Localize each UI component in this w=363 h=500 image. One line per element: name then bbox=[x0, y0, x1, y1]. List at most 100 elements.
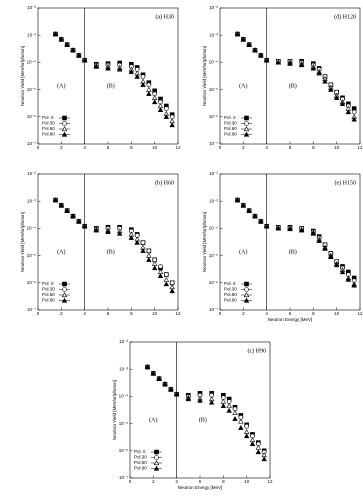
y-tick-label: 10⁻³ bbox=[209, 198, 218, 203]
legend-label: Pol. 0 bbox=[224, 115, 236, 120]
marker bbox=[339, 269, 346, 275]
y-tick-label: 10⁻⁶ bbox=[27, 114, 36, 119]
y-tick-label: 10⁻⁵ bbox=[119, 421, 128, 426]
y-tick-label: 10⁻⁶ bbox=[27, 280, 36, 285]
x-tick-label: 2 bbox=[242, 145, 245, 150]
x-tick-label: 6 bbox=[107, 311, 110, 316]
x-tick-label: 6 bbox=[289, 145, 292, 150]
marker bbox=[243, 131, 250, 137]
y-tick-label: 10⁻² bbox=[27, 171, 36, 176]
marker bbox=[140, 81, 146, 87]
y-tick-label: 10⁻⁵ bbox=[209, 253, 218, 258]
y-tick-label: 10⁻⁷ bbox=[119, 475, 128, 480]
marker bbox=[246, 41, 252, 47]
y-tick-label: 10⁻⁵ bbox=[27, 253, 36, 258]
marker bbox=[263, 57, 270, 63]
y-tick-label: 10⁻³ bbox=[209, 32, 218, 37]
y-tick-label: 10⁻⁷ bbox=[27, 141, 36, 146]
y-tick-label: 10⁻⁵ bbox=[27, 87, 36, 92]
marker bbox=[232, 415, 238, 421]
legend-label: Pol.30 bbox=[42, 287, 55, 292]
marker bbox=[116, 66, 123, 72]
y-tick-label: 10⁻⁵ bbox=[209, 87, 218, 92]
marker bbox=[258, 218, 264, 224]
x-tick-label: 12 bbox=[357, 311, 363, 316]
x-tick-label: 12 bbox=[175, 145, 181, 150]
marker bbox=[339, 100, 346, 106]
y-axis-label: Neutron Yield [MeV/sr/photon] bbox=[112, 380, 117, 440]
marker bbox=[128, 69, 135, 74]
y-tick-label: 10⁻⁴ bbox=[119, 394, 128, 399]
marker bbox=[105, 65, 111, 71]
marker bbox=[322, 78, 328, 84]
marker bbox=[351, 282, 357, 288]
marker bbox=[93, 227, 100, 233]
marker bbox=[243, 428, 250, 434]
marker bbox=[70, 213, 76, 219]
marker bbox=[64, 207, 70, 213]
region-label: (A) bbox=[149, 416, 157, 423]
marker bbox=[154, 449, 159, 455]
marker bbox=[240, 202, 247, 208]
legend-label: Pol.30 bbox=[224, 121, 237, 126]
legend-label: Pol. 0 bbox=[42, 115, 54, 120]
marker bbox=[76, 52, 82, 58]
marker bbox=[157, 107, 164, 112]
marker bbox=[208, 399, 215, 405]
y-tick-label: 10⁻⁶ bbox=[119, 448, 128, 453]
marker bbox=[134, 239, 140, 245]
marker bbox=[243, 292, 250, 298]
x-tick-label: 0 bbox=[37, 311, 40, 316]
marker bbox=[157, 273, 164, 278]
marker bbox=[169, 122, 175, 128]
chart: 10⁻⁷ 10⁻⁶ 10⁻⁵ 10⁻⁴ 10⁻³ 10⁻² 0 2 4 6 8 10 12 Neutron… bbox=[112, 339, 273, 490]
x-tick-label: 10 bbox=[152, 145, 158, 150]
x-tick-label: 12 bbox=[357, 145, 363, 150]
marker bbox=[52, 31, 59, 37]
marker bbox=[128, 235, 135, 240]
marker bbox=[298, 62, 305, 68]
x-tick-label: 10 bbox=[244, 479, 250, 484]
marker bbox=[252, 213, 258, 219]
x-tick-label: 2 bbox=[60, 145, 63, 150]
marker bbox=[232, 409, 238, 415]
marker bbox=[226, 407, 232, 413]
marker bbox=[243, 297, 250, 303]
legend-label: Pol.60 bbox=[224, 126, 237, 131]
marker bbox=[70, 47, 76, 53]
legend-label: Pol.60 bbox=[134, 460, 147, 465]
x-tick-label: 0 bbox=[129, 479, 132, 484]
marker bbox=[163, 113, 170, 119]
legend-label: Pol.90 bbox=[42, 132, 55, 137]
region-label: (A) bbox=[239, 82, 247, 89]
marker bbox=[146, 256, 152, 262]
x-tick-label: 8 bbox=[312, 145, 315, 150]
marker bbox=[154, 455, 159, 460]
marker bbox=[333, 262, 340, 268]
marker bbox=[234, 197, 241, 203]
y-axis-label: Neutron Yield [MeV/sr/photon] bbox=[202, 46, 207, 106]
marker bbox=[328, 254, 334, 259]
marker bbox=[58, 202, 65, 208]
legend-label: Pol.30 bbox=[224, 287, 237, 292]
marker bbox=[316, 70, 322, 76]
marker bbox=[255, 444, 262, 450]
marker bbox=[163, 281, 170, 287]
legend-label: Pol.30 bbox=[42, 121, 55, 126]
marker bbox=[61, 131, 68, 137]
x-tick-label: 4 bbox=[83, 311, 86, 316]
panel-title: (a) H30 bbox=[156, 13, 175, 20]
region-label: (B) bbox=[107, 82, 115, 89]
marker bbox=[310, 230, 317, 236]
y-tick-label: 10⁻⁶ bbox=[209, 280, 218, 285]
marker bbox=[153, 465, 160, 471]
marker bbox=[322, 245, 328, 251]
marker bbox=[244, 423, 249, 429]
marker bbox=[234, 31, 241, 37]
marker bbox=[116, 230, 123, 236]
legend-label: Pol. 0 bbox=[42, 281, 54, 286]
x-tick-label: 12 bbox=[267, 479, 273, 484]
marker bbox=[81, 223, 88, 229]
marker bbox=[146, 90, 152, 96]
